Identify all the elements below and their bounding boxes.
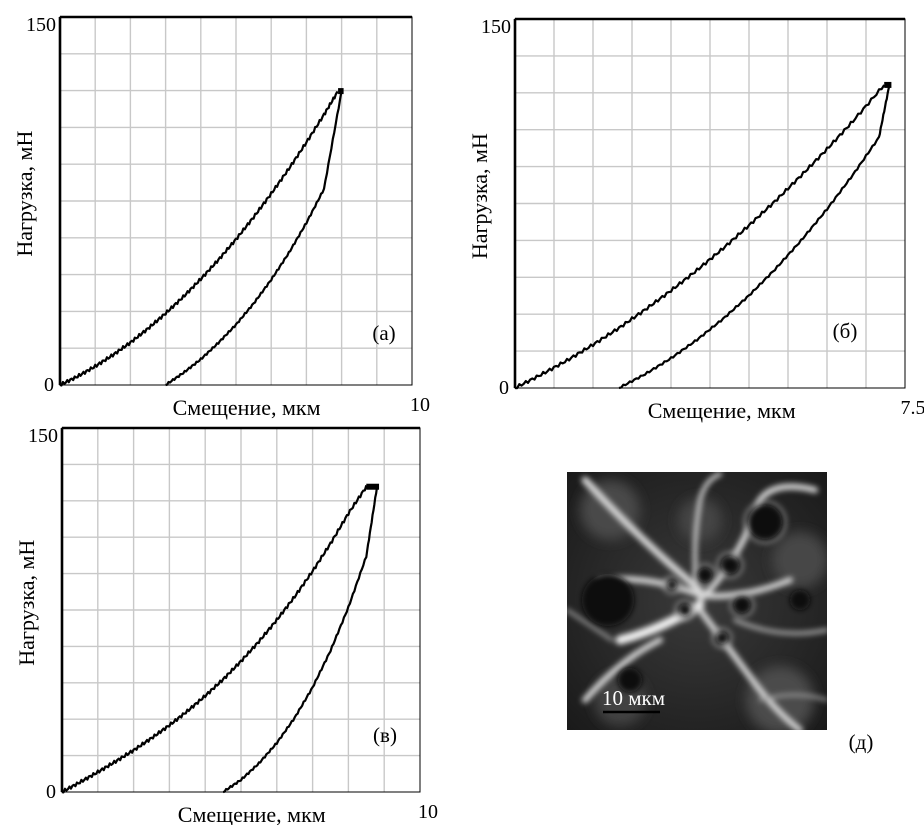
panel-a-y-tick-max: 150 [26, 14, 56, 36]
panel-a-x-axis-label: Смещение, мкм [173, 395, 321, 420]
micrograph-scale-label: 10 мкм [602, 686, 665, 710]
panel-b-y-axis-label: Нагрузка, мН [467, 133, 492, 259]
panel-b-y-tick-min: 0 [499, 377, 509, 399]
micrograph-pores [582, 505, 810, 692]
panel-c-y-tick-min: 0 [46, 781, 56, 803]
panel-b-x-tick-max: 7.5 [901, 397, 924, 419]
panel-c-curves [61, 483, 380, 794]
panel-c-y-axis-label: Нагрузка, мН [14, 540, 39, 666]
micrograph-image [567, 472, 827, 730]
panel-b-curves [514, 81, 892, 390]
panel-a-chart: 150 0 10 Смещение, мкм Нагрузка, мН (а) [12, 14, 430, 420]
panel-a-curves [59, 88, 344, 387]
panel-c-x-axis-label: Смещение, мкм [178, 802, 326, 825]
loading-curve [61, 484, 368, 794]
unloading-curve [618, 85, 891, 390]
panel-c-y-tick-max: 150 [28, 425, 58, 447]
panel-b-grid [515, 19, 905, 388]
panel-a-y-axis-label: Нагрузка, мН [12, 131, 37, 257]
panel-c-x-tick-max: 10 [418, 801, 438, 823]
loading-curve [514, 84, 886, 390]
panel-c-grid [62, 428, 420, 792]
panel-c-chart: 150 0 10 Смещение, мкм Нагрузка, мН (в) [14, 425, 438, 825]
unloading-curve [165, 90, 343, 387]
unloading-curve [222, 486, 379, 794]
panel-b-y-tick-max: 150 [481, 16, 511, 38]
panel-b-chart: 150 0 7.5 Смещение, мкм Нагрузка, мН (б) [467, 16, 924, 423]
panel-a-x-tick-max: 10 [410, 394, 430, 416]
micrograph-rings [662, 500, 787, 649]
panel-b-x-axis-label: Смещение, мкм [648, 398, 796, 423]
panel-a-y-tick-min: 0 [44, 374, 54, 396]
micrograph-panel: 10 мкм (д) [567, 472, 873, 754]
micrograph-tag: (д) [849, 730, 874, 754]
loading-curve [59, 91, 339, 387]
panel-a-tag: (а) [372, 321, 395, 345]
panel-c-tag: (в) [373, 723, 397, 747]
panel-a-grid [60, 17, 412, 385]
panel-b-tag: (б) [833, 319, 858, 343]
